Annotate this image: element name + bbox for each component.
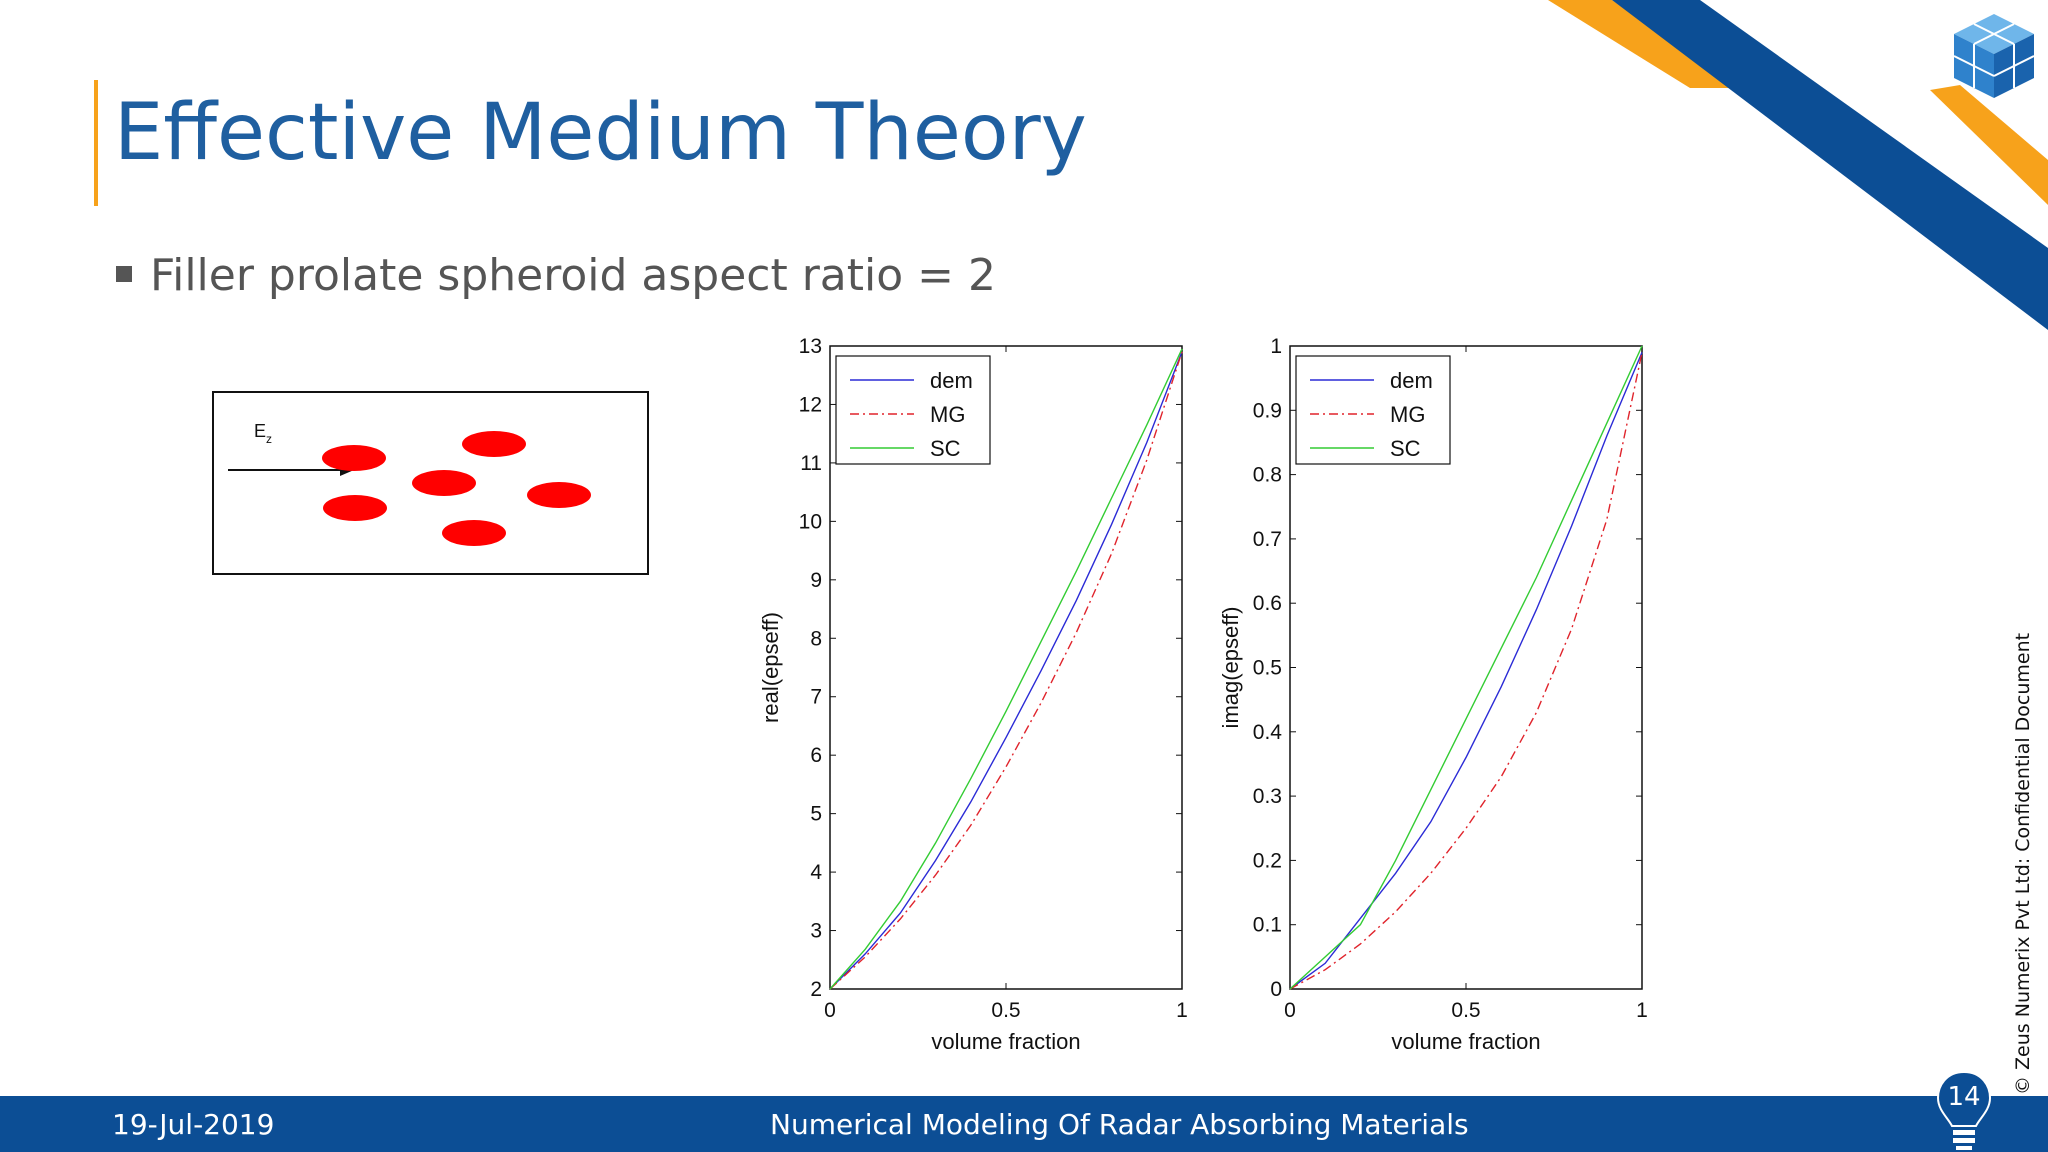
bullet-square-icon <box>116 266 132 282</box>
legend-label-sc: SC <box>930 436 961 461</box>
y-tick-label: 0.5 <box>1253 657 1282 680</box>
y-tick-label: 0.4 <box>1253 721 1283 744</box>
particle <box>412 470 476 496</box>
y-tick-label: 0.6 <box>1253 592 1282 615</box>
series-line-dem <box>829 351 1183 990</box>
corner-decoration <box>1548 0 2048 330</box>
x-tick-label: 0.5 <box>991 999 1020 1022</box>
series-line-mg <box>829 351 1183 990</box>
y-tick-label: 12 <box>799 393 822 416</box>
x-tick-label: 1 <box>1636 999 1648 1022</box>
series-line-sc <box>829 348 1183 990</box>
x-tick-label: 0.5 <box>1451 999 1480 1022</box>
particle <box>462 431 526 457</box>
x-tick-label: 0 <box>824 999 836 1022</box>
y-tick-label: 9 <box>810 569 822 592</box>
legend-label-sc: SC <box>1390 436 1421 461</box>
legend-box <box>835 355 991 465</box>
y-tick-label: 0.2 <box>1253 849 1282 872</box>
confidential-note: © Zeus Numerix Pvt Ltd: Confidential Doc… <box>2012 632 2034 1095</box>
y-tick-label: 10 <box>799 510 822 533</box>
y-tick-label: 0.8 <box>1253 464 1282 487</box>
page-number: 14 <box>1947 1082 1981 1112</box>
legend-label-dem: dem <box>930 368 973 393</box>
slide-title: Effective Medium Theory <box>114 88 1087 178</box>
x-axis-label: volume fraction <box>1391 1029 1540 1054</box>
particle <box>442 520 506 546</box>
footer-date: 19-Jul-2019 <box>112 1108 275 1141</box>
y-tick-label: 6 <box>810 744 822 767</box>
particle <box>527 482 591 508</box>
cube-logo-icon <box>1953 14 2035 98</box>
series-line-dem <box>1289 352 1643 990</box>
y-tick-label: 0.7 <box>1253 528 1282 551</box>
y-tick-label: 3 <box>810 920 822 943</box>
title-accent-bar <box>94 80 98 206</box>
y-axis-label: imag(epseff) <box>1218 607 1243 729</box>
y-tick-label: 11 <box>800 452 822 475</box>
lightbulb-icon <box>1936 1070 1992 1150</box>
imag-epseff-chart: 0 0.1 0.2 0.3 0.4 0.5 0.6 0.7 0.8 0.9 1 0 0.5 1 volume… <box>1218 335 1648 1054</box>
particle <box>322 445 386 471</box>
legend-label-mg: MG <box>930 402 965 427</box>
y-tick-label: 2 <box>810 978 822 1001</box>
x-tick-label: 0 <box>1284 999 1296 1022</box>
y-axis-label: real(epseff) <box>758 612 783 723</box>
y-tick-label: 0 <box>1270 978 1282 1001</box>
footer-title: Numerical Modeling Of Radar Absorbing Ma… <box>770 1108 1469 1141</box>
legend-box <box>1295 355 1451 465</box>
y-tick-label: 8 <box>810 627 822 650</box>
diagram-canvas: Ez <box>228 421 591 546</box>
y-tick-label: 13 <box>799 335 822 358</box>
y-tick-label: 0.3 <box>1253 785 1282 808</box>
legend-label-mg: MG <box>1390 402 1425 427</box>
footer-bar <box>0 1096 2048 1152</box>
y-tick-label: 4 <box>810 861 822 884</box>
y-tick-label: 0.9 <box>1253 399 1282 422</box>
field-label: Ez <box>254 421 272 446</box>
x-axis-label: volume fraction <box>931 1029 1080 1054</box>
y-tick-label: 7 <box>810 686 822 709</box>
x-tick-label: 1 <box>1176 999 1188 1022</box>
series-line-sc <box>1289 345 1643 990</box>
particle <box>323 495 387 521</box>
y-tick-label: 5 <box>810 803 822 826</box>
bullet-text: Filler prolate spheroid aspect ratio = 2 <box>150 250 996 301</box>
real-epseff-chart: 2 3 4 5 6 7 8 9 10 11 12 13 0 0.5 1 volume fraction real… <box>758 335 1188 1054</box>
y-tick-label: 1 <box>1270 335 1282 358</box>
y-tick-label: 0.1 <box>1253 914 1282 937</box>
filler-diagram: Ez <box>212 391 649 575</box>
legend-label-dem: dem <box>1390 368 1433 393</box>
